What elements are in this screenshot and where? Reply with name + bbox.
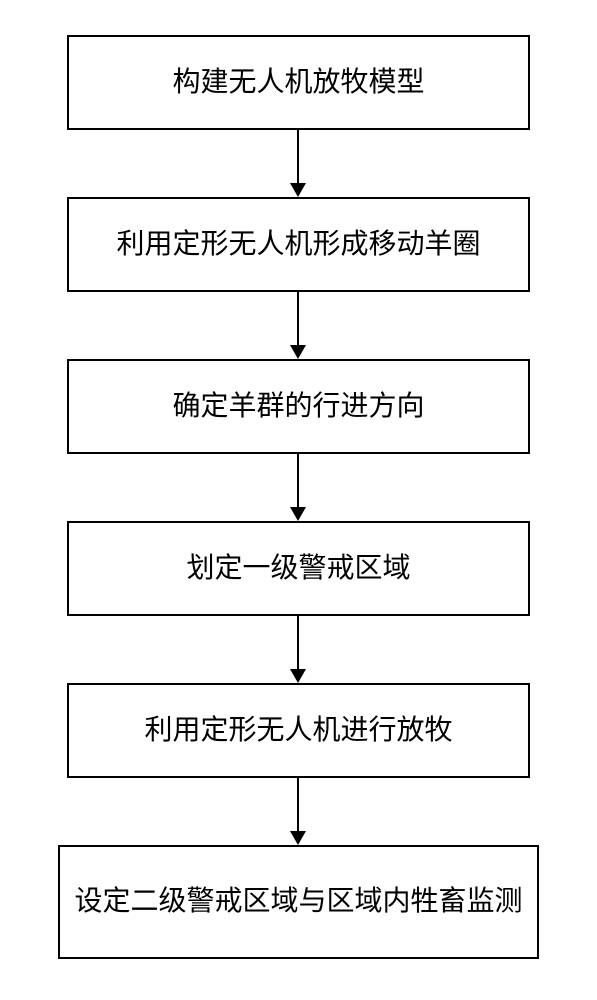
flowchart-node: 划定一级警戒区域 <box>67 521 530 616</box>
flowchart-node: 利用定形无人机形成移动羊圈 <box>67 197 530 292</box>
flowchart-node: 利用定形无人机进行放牧 <box>67 683 530 778</box>
flowchart-canvas: 构建无人机放牧模型 利用定形无人机形成移动羊圈 确定羊群的行进方向 划定一级警戒… <box>0 0 597 1000</box>
flowchart-arrow <box>288 454 308 521</box>
flowchart-arrow <box>288 292 308 359</box>
flowchart-arrow <box>288 616 308 683</box>
flowchart-node-label: 确定羊群的行进方向 <box>172 390 424 424</box>
flowchart-node-label: 划定一级警戒区域 <box>186 552 410 586</box>
flowchart-node-label: 设定二级警戒区域与区域内牲畜监测 <box>74 885 522 919</box>
flowchart-node-label: 构建无人机放牧模型 <box>172 66 424 100</box>
flowchart-node: 确定羊群的行进方向 <box>67 359 530 454</box>
flowchart-arrow <box>288 778 308 845</box>
flowchart-node: 构建无人机放牧模型 <box>67 35 530 130</box>
flowchart-node: 设定二级警戒区域与区域内牲畜监测 <box>58 845 539 959</box>
flowchart-node-label: 利用定形无人机形成移动羊圈 <box>116 228 480 262</box>
flowchart-node-label: 利用定形无人机进行放牧 <box>144 714 452 748</box>
flowchart-arrow <box>288 130 308 197</box>
